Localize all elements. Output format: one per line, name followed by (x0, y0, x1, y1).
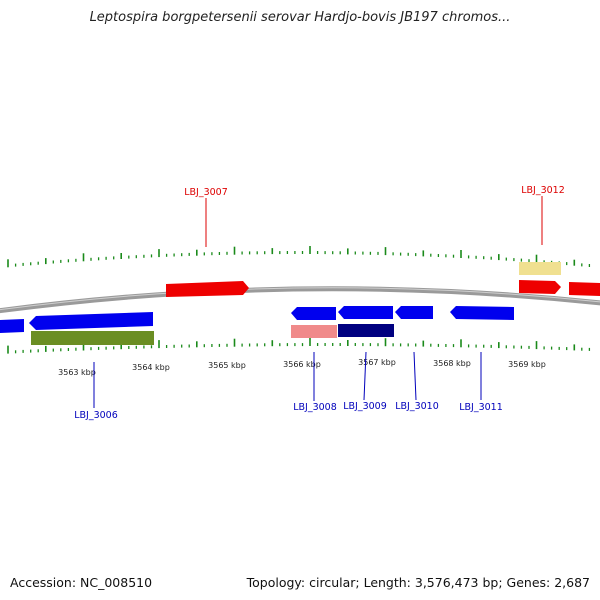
gene-label-lbj-3007[interactable]: LBJ_3007 (184, 187, 228, 198)
scale-ticks-bottom (7, 338, 591, 354)
gene-labels: LBJ_3007 LBJ_3012 LBJ_3006 LBJ_3008 LBJ_… (74, 185, 565, 421)
gene-label-lbj-3008[interactable]: LBJ_3008 (293, 402, 337, 413)
scale-label: 3568 kbp (433, 359, 471, 368)
chromosome-backbone (0, 286, 600, 314)
gene-lbj-3012[interactable] (519, 280, 561, 294)
gene-lbj-3011[interactable] (450, 306, 514, 320)
accession-label: Accession: NC_008510 (10, 575, 153, 590)
gene-lbj-3007[interactable] (166, 281, 249, 297)
map-title: Leptospira borgpetersenii serovar Hardjo… (89, 10, 511, 25)
scale-labels: 3563 kbp 3564 kbp 3565 kbp 3566 kbp 3567… (58, 358, 546, 377)
leader-lbj-3009 (363, 351, 367, 401)
gene-label-lbj-3011[interactable]: LBJ_3011 (459, 402, 503, 413)
gene-forward-right-edge[interactable] (569, 282, 600, 296)
gene-lbj-3006-feature[interactable] (31, 331, 154, 345)
chromosome-backbone-highlight (0, 287, 600, 311)
gene-lbj-3008-feature[interactable] (291, 325, 337, 338)
gene-lbj-3012-feature[interactable] (519, 262, 561, 275)
gene-lbj-3006[interactable] (29, 312, 153, 330)
scale-label: 3566 kbp (283, 360, 321, 369)
gene-label-lbj-3009[interactable]: LBJ_3009 (343, 401, 387, 412)
scale-ticks-top (7, 246, 591, 268)
gene-lbj-3009-feature[interactable] (338, 324, 394, 337)
genome-summary: Topology: circular; Length: 3,576,473 bp… (246, 575, 590, 590)
leader-lbj-3010 (413, 351, 417, 401)
label-leaders (93, 196, 543, 408)
gene-label-lbj-3012[interactable]: LBJ_3012 (521, 185, 565, 196)
gene-lbj-3008[interactable] (291, 307, 336, 320)
scale-label: 3569 kbp (508, 360, 546, 369)
gene-lbj-3009[interactable] (338, 306, 393, 319)
gene-label-lbj-3006[interactable]: LBJ_3006 (74, 410, 118, 421)
reverse-genes (0, 306, 514, 345)
scale-label: 3564 kbp (132, 363, 170, 372)
forward-genes (166, 262, 600, 297)
gene-lbj-3010[interactable] (395, 306, 433, 319)
scale-label: 3563 kbp (58, 368, 96, 377)
scale-label: 3565 kbp (208, 361, 246, 370)
gene-reverse-left-edge[interactable] (0, 319, 24, 333)
scale-label: 3567 kbp (358, 358, 396, 367)
gene-label-lbj-3010[interactable]: LBJ_3010 (395, 401, 439, 412)
